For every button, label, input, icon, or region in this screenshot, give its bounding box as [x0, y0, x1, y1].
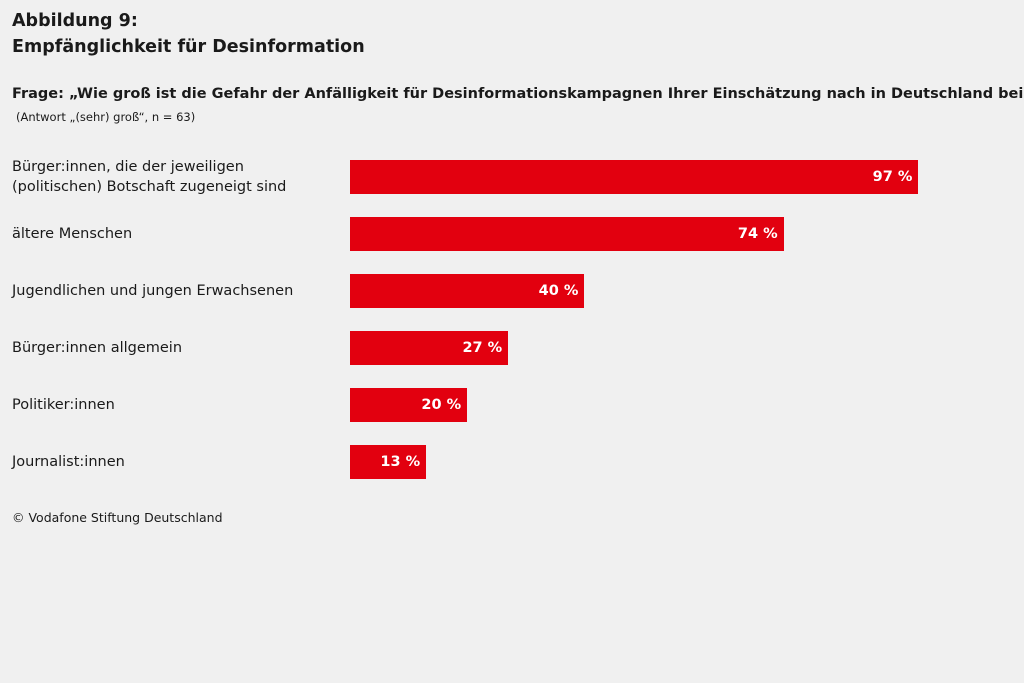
bar-value-label: 74 %: [737, 226, 778, 242]
bar-value-label: 20 %: [421, 397, 462, 413]
bar: 40 %: [350, 274, 585, 308]
answer-note: (Antwort „(sehr) groß“, n = 63): [16, 110, 196, 124]
figure-number: Abbildung 9:: [12, 11, 138, 31]
category-label: Bürger:innen, die der jeweiligen (politis…: [12, 157, 332, 197]
category-label: Jugendlichen und jungen Erwachsenen: [12, 281, 332, 301]
bar-value-label: 27 %: [462, 340, 503, 356]
category-label-line: Bürger:innen, die der jeweiligen: [12, 159, 244, 175]
bar: 27 %: [350, 331, 509, 365]
bar-value-label: 40 %: [538, 283, 579, 299]
category-label: ältere Menschen: [12, 224, 332, 244]
category-label: Journalist:innen: [12, 452, 332, 472]
figure-heading: Abbildung 9: Empfänglichkeit für Desinfo…: [12, 8, 365, 60]
source-credit: © Vodafone Stiftung Deutschland: [12, 510, 223, 525]
category-label-line: ältere Menschen: [12, 226, 133, 242]
category-label-line: Jugendlichen und jungen Erwachsenen: [12, 283, 294, 299]
category-label-line: (politischen) Botschaft zugeneigt sind: [12, 179, 287, 195]
category-label-line: Journalist:innen: [12, 454, 125, 470]
category-label: Politiker:innen: [12, 395, 332, 415]
bar-value-label: 97 %: [872, 169, 913, 185]
survey-question: Frage: „Wie groß ist die Gefahr der Anfä…: [12, 86, 1024, 102]
bar: 20 %: [350, 388, 468, 422]
chart-title: Empfänglichkeit für Desinformation: [12, 37, 365, 57]
category-label: Bürger:innen allgemein: [12, 338, 332, 358]
bar: 97 %: [350, 160, 919, 194]
category-label-line: Politiker:innen: [12, 397, 115, 413]
bar: 13 %: [350, 445, 427, 479]
bar: 74 %: [350, 217, 784, 251]
category-label-line: Bürger:innen allgemein: [12, 340, 183, 356]
bar-value-label: 13 %: [380, 454, 421, 470]
